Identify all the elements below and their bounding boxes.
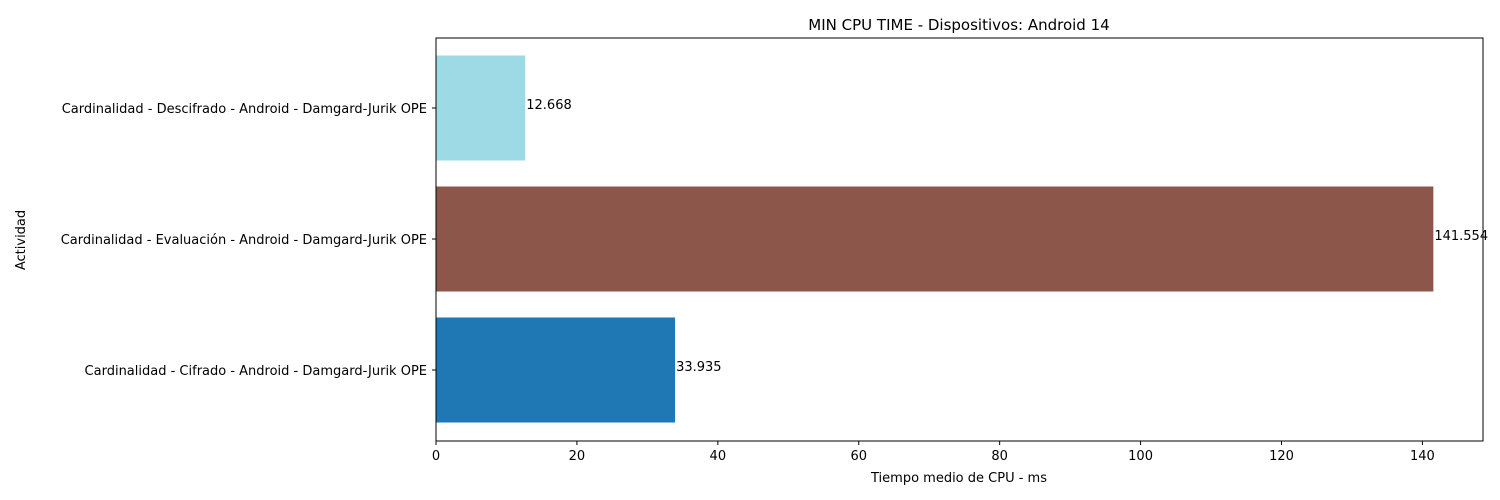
bar	[436, 317, 676, 423]
data-labels-group: 33.935 141.554 12.668	[526, 98, 1488, 375]
x-axis-ticks: 0 20 40 60 80 100 120 140	[432, 441, 1435, 464]
y-tick-label: Cardinalidad - Evaluación - Android - Da…	[61, 233, 427, 248]
bar-value-label: 33.935	[676, 360, 722, 375]
y-axis-label: Actividad	[14, 210, 29, 270]
y-axis-ticks: Cardinalidad - Cifrado - Android - Damga…	[61, 102, 436, 379]
x-tick-label: 0	[432, 449, 440, 464]
bar-value-label: 141.554	[1434, 229, 1488, 244]
y-tick-label: Cardinalidad - Descifrado - Android - Da…	[62, 102, 427, 117]
x-tick-label: 140	[1410, 449, 1435, 464]
bar	[436, 55, 526, 161]
x-tick-label: 80	[991, 449, 1008, 464]
bar	[436, 186, 1434, 292]
bar-value-label: 12.668	[526, 98, 572, 113]
x-axis-label: Tiempo medio de CPU - ms	[870, 471, 1047, 486]
chart-title: MIN CPU TIME - Dispositivos: Android 14	[808, 16, 1109, 34]
x-tick-label: 60	[850, 449, 867, 464]
x-tick-label: 100	[1128, 449, 1153, 464]
x-tick-label: 20	[569, 449, 586, 464]
x-tick-label: 120	[1269, 449, 1294, 464]
y-tick-label: Cardinalidad - Cifrado - Android - Damga…	[85, 364, 427, 379]
bars-group	[436, 55, 1434, 423]
x-tick-label: 40	[710, 449, 727, 464]
